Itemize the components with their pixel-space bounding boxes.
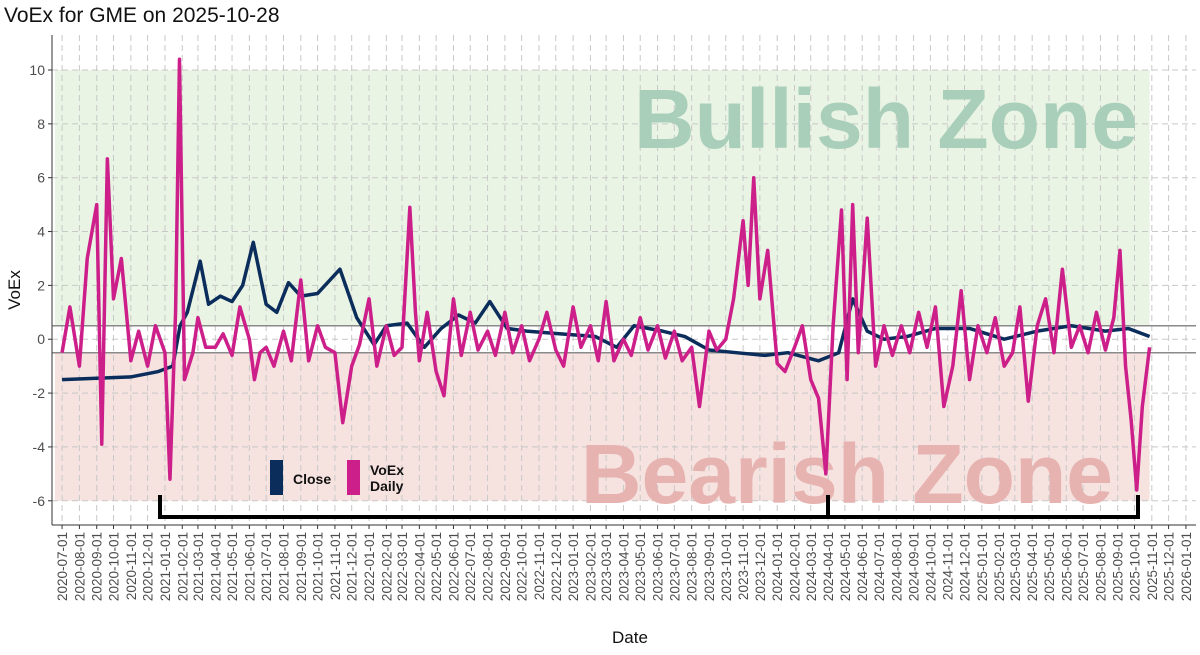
- x-tick-label: 2022-06-01: [446, 532, 461, 601]
- x-tick-label: 2020-08-01: [72, 532, 87, 601]
- x-axis-label: Date: [612, 628, 648, 647]
- x-tick-label: 2024-01-01: [770, 532, 785, 601]
- x-tick-label: 2020-09-01: [90, 532, 105, 601]
- y-tick-label: 2: [37, 277, 45, 293]
- x-tick-label: 2021-06-01: [242, 532, 257, 601]
- x-tick-label: 2025-05-01: [1042, 532, 1057, 601]
- x-tick-label: 2021-10-01: [311, 532, 326, 601]
- x-tick-label: 2025-04-01: [1025, 532, 1040, 601]
- x-tick-label: 2022-05-01: [429, 532, 444, 601]
- plot-layer: Bullish Zone Bearish Zone -6 -4 -2 0 2 4 6 8 10 202…: [29, 35, 1196, 601]
- zone: [55, 70, 1150, 326]
- event-brackets: [158, 495, 1140, 519]
- x-tick-label: 2021-09-01: [294, 532, 309, 601]
- x-tick-label: 2024-03-01: [804, 532, 819, 601]
- x-tick-label: 2020-11-01: [124, 532, 139, 600]
- x-tick-label: 2020-10-01: [107, 532, 122, 601]
- x-tick-label: 2025-09-01: [1111, 532, 1126, 601]
- x-tick-label: 2023-11-01: [736, 532, 751, 600]
- x-tick-label: 2022-07-01: [463, 532, 478, 601]
- series-line: [60, 57, 1152, 492]
- x-tick-label: 2024-07-01: [872, 532, 887, 601]
- x-tick-label: 2020-07-01: [55, 532, 70, 601]
- x-tick-label: 2024-05-01: [838, 532, 853, 601]
- x-tick-label: 2021-03-01: [191, 532, 206, 601]
- x-tick-label: 2021-05-01: [225, 532, 240, 601]
- y-tick-label: 6: [37, 170, 45, 186]
- x-tick-label: 2023-07-01: [667, 532, 682, 601]
- x-tick-label: 2022-08-01: [481, 532, 496, 601]
- x-tick-label: 2021-07-01: [259, 532, 274, 601]
- x-tick-label: 2024-04-01: [821, 532, 836, 601]
- x-tick-label: 2025-01-01: [975, 532, 990, 601]
- y-tick-label: 0: [37, 331, 45, 347]
- x-tick-label: 2022-04-01: [412, 532, 427, 601]
- x-tick-label: 2022-11-01: [532, 532, 547, 600]
- y-tick-label: -6: [33, 493, 46, 509]
- x-tick-label: 2023-09-01: [702, 532, 717, 601]
- x-tick-label: 2022-09-01: [498, 532, 513, 601]
- x-tick-label: 2025-03-01: [1008, 532, 1023, 601]
- chart-title: VoEx for GME on 2025-10-28: [4, 4, 280, 27]
- x-tick-label: 2024-06-01: [855, 532, 870, 601]
- x-tick-label: 2025-02-01: [992, 532, 1007, 601]
- x-tick-label: 2024-02-01: [788, 532, 803, 601]
- y-tick-label: -4: [33, 439, 46, 455]
- x-tick-label: 2024-08-01: [889, 532, 904, 601]
- x-tick-label: 2021-01-01: [158, 532, 173, 601]
- bracket: [158, 495, 1140, 519]
- x-tick-label: 2024-09-01: [907, 532, 922, 601]
- x-tick-label: 2021-04-01: [208, 532, 223, 601]
- x-tick-label: 2023-08-01: [685, 532, 700, 601]
- x-tick-label: 2025-11-01: [1145, 532, 1160, 600]
- y-tick-label: 4: [37, 224, 45, 240]
- x-tick-label: 2022-12-01: [549, 532, 564, 601]
- x-tick-label: 2026-01-01: [1179, 532, 1194, 601]
- x-tick-label: 2023-02-01: [583, 532, 598, 601]
- x-tick-label: 2022-03-01: [395, 532, 410, 601]
- legend-label: VoEx Daily: [370, 462, 404, 494]
- x-tick-label: 2022-10-01: [515, 532, 530, 601]
- x-tick-label: 2023-03-01: [599, 532, 614, 601]
- x-tick-label: 2021-08-01: [276, 532, 291, 601]
- x-tick-label: 2024-11-01: [941, 532, 956, 600]
- x-tick-label: 2025-08-01: [1093, 532, 1108, 601]
- legend-swatch: [270, 460, 283, 495]
- x-tick-label: 2024-12-01: [958, 532, 973, 601]
- legend-swatch: [347, 460, 360, 495]
- x-tick-label: 2025-12-01: [1162, 532, 1177, 601]
- x-tick-label: 2023-05-01: [633, 532, 648, 601]
- y-tick-label: 10: [29, 62, 45, 78]
- x-tick-label: 2021-02-01: [175, 532, 190, 601]
- x-tick-label: 2021-12-01: [345, 532, 360, 601]
- x-tick-label: 2023-10-01: [719, 532, 734, 601]
- x-tick-label: 2023-06-01: [651, 532, 666, 601]
- zone-label: Bullish Zone: [634, 72, 1138, 166]
- x-tick-label: 2023-01-01: [566, 532, 581, 601]
- legend-label: Close: [293, 471, 332, 487]
- y-tick-label: 8: [37, 116, 45, 132]
- y-axis-label: VoEx: [5, 270, 24, 310]
- x-tick-label: 2023-04-01: [616, 532, 631, 601]
- x-tick-label: 2022-02-01: [379, 532, 394, 601]
- x-tick-label: 2020-12-01: [141, 532, 156, 601]
- x-tick-label: 2022-01-01: [362, 532, 377, 601]
- zone-label: Bearish Zone: [581, 427, 1113, 521]
- x-tick-label: 2021-11-01: [328, 532, 343, 600]
- x-tick-label: 2025-07-01: [1076, 532, 1091, 601]
- x-tick-label: 2025-06-01: [1059, 532, 1074, 601]
- x-tick-label: 2023-12-01: [753, 532, 768, 601]
- x-tick-label: 2024-10-01: [923, 532, 938, 601]
- zone: [55, 352, 1150, 501]
- x-tick-label: 2025-10-01: [1127, 532, 1142, 601]
- y-tick-label: -2: [33, 385, 46, 401]
